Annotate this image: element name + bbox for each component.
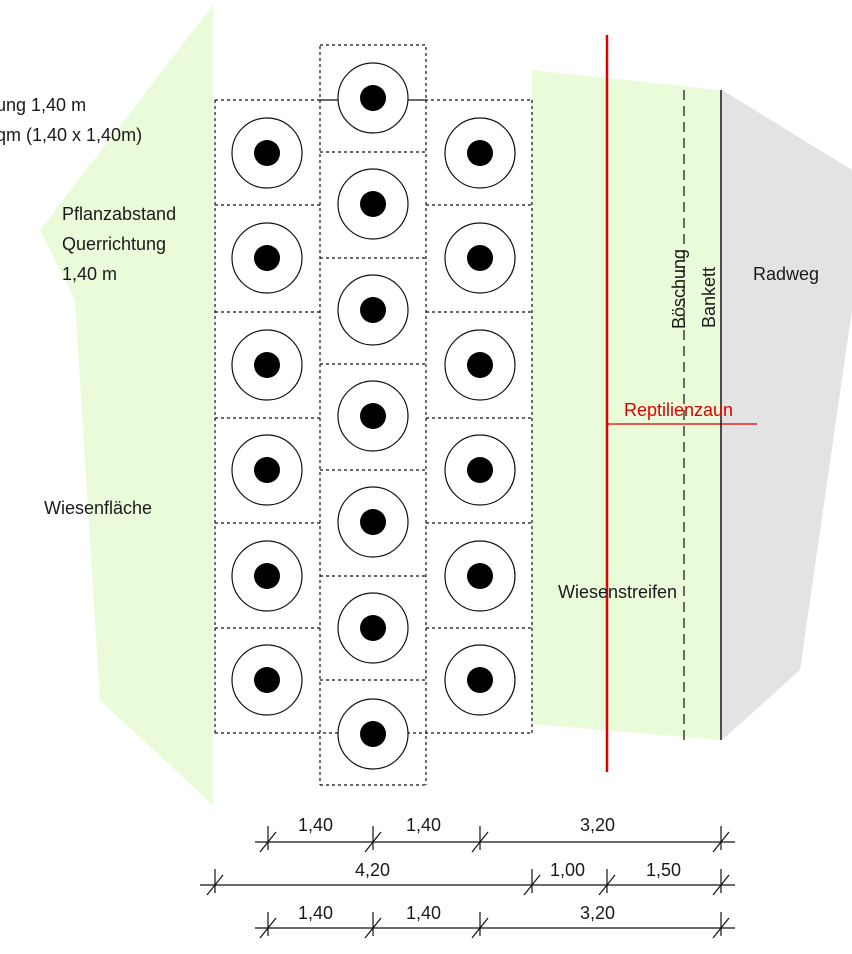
dimension-value: 3,20: [580, 815, 615, 835]
dimension-value: 1,00: [550, 860, 585, 880]
plant-symbol: [444, 222, 516, 294]
plant-symbol: [337, 62, 409, 134]
wiesenflaeche-label: Wiesenfläche: [44, 498, 152, 518]
plant-symbol: [337, 168, 409, 240]
plant-symbol: [444, 329, 516, 401]
plant-column-left: [231, 117, 303, 716]
plant-symbol: [337, 698, 409, 770]
radweg-label: Radweg: [753, 264, 819, 284]
plant-symbol: [231, 434, 303, 506]
plant-symbol: [337, 486, 409, 558]
plant-symbol: [444, 434, 516, 506]
dimension-value: 4,20: [355, 860, 390, 880]
bankett-label: Bankett: [699, 267, 719, 328]
dimension-value: 1,40: [406, 903, 441, 923]
dimension-value: 3,20: [580, 903, 615, 923]
plant-symbol: [444, 117, 516, 189]
plant-symbol: [231, 644, 303, 716]
plant-symbol: [444, 644, 516, 716]
meadow-strip-right: [532, 70, 720, 740]
reptilienzaun-label: Reptilienzaun: [624, 400, 733, 420]
cross-spacing-label-2: Querrichtung: [62, 234, 166, 254]
cross-spacing-label-1: Pflanzabstand: [62, 204, 176, 224]
dimension-lines: [200, 826, 735, 939]
boeschung-label: Böschung: [669, 249, 689, 329]
dimension-value: 1,40: [406, 815, 441, 835]
plant-symbol: [231, 222, 303, 294]
meadow-area-left: [40, 5, 213, 805]
plant-symbol: [231, 117, 303, 189]
dimension-value: 1,40: [298, 903, 333, 923]
plant-column-middle: [337, 62, 409, 770]
plant-symbol: [444, 540, 516, 612]
plant-symbol: [337, 380, 409, 452]
plant-symbol: [231, 540, 303, 612]
plant-symbol: [337, 592, 409, 664]
plant-symbol: [337, 274, 409, 346]
plant-spacing-note-1: ung 1,40 m: [0, 95, 86, 115]
dimension-value: 1,40: [298, 815, 333, 835]
cross-spacing-label-3: 1,40 m: [62, 264, 117, 284]
wiesenstreifen-label: Wiesenstreifen: [558, 582, 677, 602]
plant-column-right: [444, 117, 516, 716]
dimension-value: 1,50: [646, 860, 681, 880]
road-area: [722, 90, 852, 740]
plant-spacing-note-2: qm (1,40 x 1,40m): [0, 125, 142, 145]
plant-symbol: [231, 329, 303, 401]
